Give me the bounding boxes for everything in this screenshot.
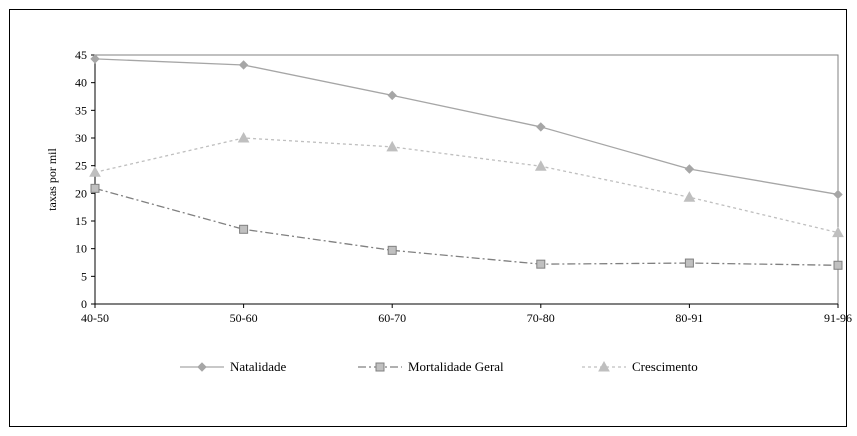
y-tick-label: 5 <box>81 269 87 283</box>
data-point <box>90 54 100 64</box>
data-point <box>238 60 249 70</box>
x-tick-label: 40-50 <box>81 311 109 325</box>
data-point <box>684 258 694 268</box>
data-point <box>832 226 844 238</box>
y-tick-label: 10 <box>75 242 87 256</box>
y-tick-label: 35 <box>75 103 87 117</box>
series-line-mortalidade-geral <box>94 187 839 266</box>
y-tick-label: 40 <box>75 76 87 90</box>
plot-area <box>94 54 839 305</box>
x-tick-label: 50-60 <box>230 311 258 325</box>
legend-label: Crescimento <box>632 359 698 374</box>
data-point <box>90 183 100 193</box>
legend-label: Mortalidade Geral <box>408 359 504 374</box>
data-point <box>387 90 397 101</box>
x-tick-label: 60-70 <box>378 311 406 325</box>
data-point <box>386 140 399 152</box>
y-tick-label: 45 <box>75 48 87 62</box>
data-point <box>536 122 546 132</box>
y-tick-label: 30 <box>75 131 87 145</box>
legend-swatch-marker <box>375 362 385 372</box>
y-axis-title: taxas por mil <box>45 148 59 211</box>
data-point <box>833 189 843 200</box>
series-line-crescimento <box>94 137 839 234</box>
y-tick-label: 0 <box>81 297 87 311</box>
data-point <box>239 224 249 234</box>
data-point <box>683 191 696 202</box>
legend-swatch-marker <box>197 362 207 372</box>
chart-frame <box>9 9 847 427</box>
y-tick-label: 20 <box>75 186 87 200</box>
legend-swatch-marker <box>598 360 610 372</box>
x-tick-label: 70-80 <box>527 311 555 325</box>
data-point <box>684 164 695 174</box>
data-point <box>237 131 250 143</box>
data-point <box>89 166 101 177</box>
data-point <box>387 245 397 255</box>
x-tick-label: 80-91 <box>675 311 703 325</box>
x-tick-label: 91-96 <box>824 311 852 325</box>
legend-label: Natalidade <box>230 359 287 374</box>
y-tick-label: 25 <box>75 159 87 173</box>
y-tick-label: 15 <box>75 214 87 228</box>
series-line-natalidade <box>94 58 839 196</box>
data-point <box>534 160 547 171</box>
data-point <box>833 260 843 270</box>
data-point <box>536 259 546 269</box>
